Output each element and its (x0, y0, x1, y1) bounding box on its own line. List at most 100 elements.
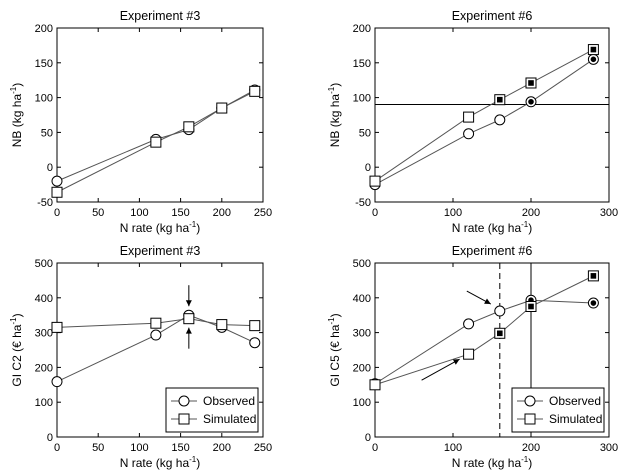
legend-marker-square (178, 413, 190, 425)
x-axis-label-end: ) (196, 456, 200, 470)
x-tick-label: 200 (213, 207, 231, 219)
legend-box (165, 387, 259, 433)
data-point-square (249, 320, 261, 332)
x-tick-label: 150 (171, 442, 189, 454)
x-axis-label: N rate (kg ha-1) (120, 220, 201, 235)
data-point-square (216, 102, 228, 114)
axes-frame (56, 27, 264, 203)
data-point-square (51, 321, 63, 333)
y-tick-label: 100 (35, 397, 53, 409)
data-point-square (216, 319, 228, 331)
chart-title: Experiment #3 (120, 9, 201, 23)
x-tick-label: 100 (130, 207, 148, 219)
x-axis-label: N rate (kg ha-1) (452, 220, 533, 235)
y-tick-label: 400 (35, 293, 53, 305)
x-tick-label: 0 (372, 207, 378, 219)
legend-label: Observed (203, 394, 255, 408)
data-point-square (183, 121, 195, 133)
y-axis-label: GI C2 (€ ha-1) (9, 313, 24, 386)
y-tick-label: 100 (353, 397, 371, 409)
x-axis-label-main: N rate (kg ha (120, 221, 190, 235)
y-tick-label: 300 (35, 328, 53, 340)
x-tick-label: 250 (254, 207, 272, 219)
y-axis-label-main: NB (kg ha (328, 94, 342, 148)
x-tick-label: 50 (92, 442, 104, 454)
data-point-circle (463, 128, 475, 140)
x-axis-label-sup: -1 (521, 220, 529, 229)
y-axis-label-end: ) (328, 313, 342, 317)
data-point-square (249, 85, 261, 97)
y-axis-label-end: ) (10, 83, 24, 87)
x-tick-label: 0 (372, 442, 378, 454)
data-point-circle-fill (590, 56, 597, 63)
x-tick-label: 100 (130, 442, 148, 454)
y-tick-label: 100 (35, 93, 53, 105)
x-axis-label-sup: -1 (189, 455, 197, 464)
data-point-circle (494, 305, 506, 317)
y-tick-label: 150 (353, 58, 371, 70)
x-tick-label: 200 (522, 207, 540, 219)
data-point-square-fill (528, 303, 534, 310)
x-axis-label-sup: -1 (189, 220, 197, 229)
data-point-circle (463, 318, 475, 330)
legend: Observed Simulated (165, 387, 259, 433)
x-tick-label: 200 (522, 442, 540, 454)
data-point-square (369, 175, 381, 187)
x-tick-label: 0 (54, 207, 60, 219)
data-point-square-fill (590, 273, 597, 279)
y-tick-label: 300 (353, 328, 371, 340)
x-tick-label: 100 (444, 207, 462, 219)
x-tick-label: 150 (171, 207, 189, 219)
axes-frame (374, 27, 610, 203)
data-point-square (369, 379, 381, 391)
x-tick-label: 200 (213, 442, 231, 454)
legend: Observed Simulated (511, 387, 605, 433)
chart-title: Experiment #6 (452, 244, 533, 258)
y-tick-label: 0 (365, 432, 371, 444)
series-line-circle (374, 299, 594, 385)
panel-p1: 0 50 100 150 200 250-50050100150200Experiment… (9, 9, 272, 235)
chart-title: Experiment #6 (452, 9, 533, 23)
data-point-square (463, 111, 475, 123)
x-axis-label-main: N rate (kg ha (452, 456, 522, 470)
data-point-circle (51, 376, 63, 388)
y-tick-label: 150 (35, 58, 53, 70)
y-tick-label: 0 (47, 162, 53, 174)
x-axis-label-end: ) (528, 221, 532, 235)
x-tick-label: 0 (54, 442, 60, 454)
series-line-square (374, 275, 594, 386)
x-tick-label: 100 (444, 442, 462, 454)
legend-marker-circle (178, 395, 190, 407)
y-axis-label: GI C5 (€ ha-1) (327, 313, 342, 386)
arrow-up-right-head (452, 359, 460, 365)
axes-frame (56, 262, 264, 438)
legend-label: Observed (549, 394, 601, 408)
x-tick-label: 300 (600, 207, 618, 219)
data-point-circle-fill (590, 300, 597, 306)
y-tick-label: 200 (353, 362, 371, 374)
x-axis-label: N rate (kg ha-1) (120, 455, 201, 470)
y-axis-label-main: GI C5 (€ ha (328, 324, 342, 386)
y-tick-label: 200 (35, 362, 53, 374)
x-tick-label: 50 (92, 207, 104, 219)
y-axis-label-sup: -1 (9, 86, 18, 94)
arrow-down-right-head (484, 298, 491, 305)
axes-frame (374, 262, 610, 438)
y-tick-label: -50 (37, 197, 53, 209)
data-point-square-fill (528, 80, 534, 86)
chart-title: Experiment #3 (120, 244, 201, 258)
panel-p4: 0 100 200 300 0 100 200 300 400 500 Experiment #6 N… (327, 244, 618, 470)
data-point-circle (494, 114, 506, 126)
x-tick-label: 250 (254, 442, 272, 454)
y-tick-label: 500 (35, 258, 53, 270)
data-point-square (150, 136, 162, 148)
y-tick-label: 500 (353, 258, 371, 270)
data-point-circle-fill (528, 98, 534, 105)
x-axis-label-end: ) (196, 221, 200, 235)
arrow-down-head (185, 300, 192, 307)
series-line-circle (374, 58, 594, 186)
y-axis-label-main: NB (kg ha (10, 94, 24, 148)
x-axis-label: N rate (kg ha-1) (452, 455, 533, 470)
